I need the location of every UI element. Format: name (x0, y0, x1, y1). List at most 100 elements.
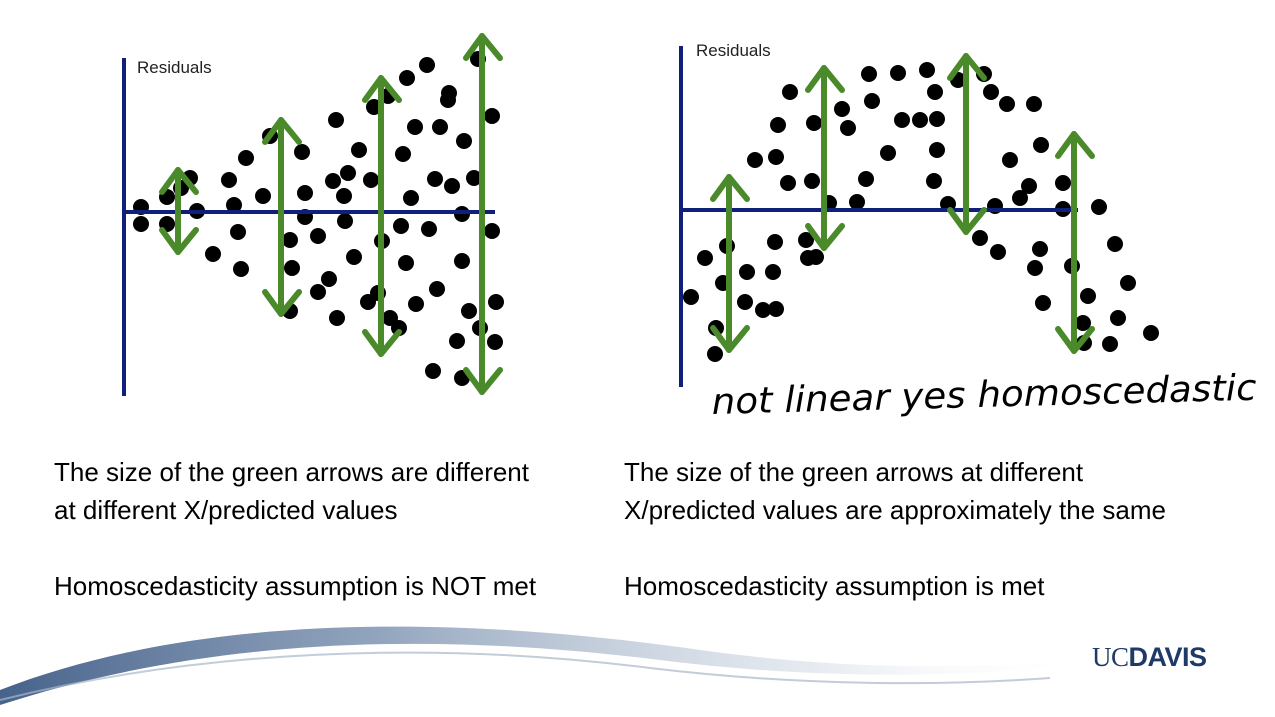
residual-dot (770, 117, 786, 133)
residual-dot (432, 119, 448, 135)
residual-dot (1091, 199, 1107, 215)
residual-dot (782, 84, 798, 100)
residual-dot (310, 228, 326, 244)
residual-dot (768, 149, 784, 165)
residual-dot (466, 170, 482, 186)
residual-dot (456, 133, 472, 149)
residual-dot (808, 249, 824, 265)
residual-dot (425, 363, 441, 379)
residual-dot (755, 302, 771, 318)
residual-dot (798, 232, 814, 248)
residual-dot (1120, 275, 1136, 291)
handwritten-note: not linear yes homoscedastic (711, 368, 1257, 423)
residual-dot (739, 264, 755, 280)
residual-dot (427, 171, 443, 187)
residual-dot (737, 294, 753, 310)
right-arrows (710, 53, 1095, 354)
residual-dot (461, 303, 477, 319)
residual-dot (454, 253, 470, 269)
left-caption-description: The size of the green arrows are differe… (54, 457, 529, 525)
left-arrows (159, 33, 503, 395)
residual-dot (325, 173, 341, 189)
residual-dot (1021, 178, 1037, 194)
green-double-arrow (159, 167, 199, 255)
residual-dot (707, 346, 723, 362)
residual-dot (864, 93, 880, 109)
residual-dot (337, 213, 353, 229)
residual-dot (226, 197, 242, 213)
residual-dot (972, 230, 988, 246)
residual-dot (351, 142, 367, 158)
residual-dot (484, 108, 500, 124)
residual-dot (840, 120, 856, 136)
residual-dot (133, 216, 149, 232)
residual-dot (419, 57, 435, 73)
green-double-arrow (362, 75, 402, 357)
residual-dot (929, 142, 945, 158)
residual-dot (238, 150, 254, 166)
green-double-arrow (463, 33, 503, 395)
residual-dot (683, 289, 699, 305)
residual-dot (444, 178, 460, 194)
residual-dot (408, 296, 424, 312)
residual-dot (205, 246, 221, 262)
residual-dot (1080, 288, 1096, 304)
residual-dot (441, 85, 457, 101)
residual-dot (990, 244, 1006, 260)
logo-davis: DAVIS (1128, 642, 1208, 672)
residual-dot (230, 224, 246, 240)
residual-dot (255, 188, 271, 204)
right-caption-conclusion: Homoscedasticity assumption is met (624, 571, 1045, 601)
left-caption-conclusion: Homoscedasticity assumption is NOT met (54, 571, 537, 601)
residual-dot (834, 101, 850, 117)
residual-dot (806, 115, 822, 131)
residual-dot (1032, 241, 1048, 257)
residual-dot (297, 185, 313, 201)
residual-dot (767, 234, 783, 250)
residual-dot (927, 84, 943, 100)
residual-dot (1107, 236, 1123, 252)
right-ylabel: Residuals (696, 41, 771, 60)
green-double-arrow (805, 65, 845, 251)
residual-dot (393, 218, 409, 234)
residual-dot (329, 310, 345, 326)
green-double-arrow (947, 53, 987, 235)
residual-dot (421, 221, 437, 237)
right-residual-plot: Residuals not linear yes homoscedastic (679, 41, 1257, 423)
green-double-arrow (262, 117, 302, 317)
residual-dot (407, 119, 423, 135)
residual-dot (403, 190, 419, 206)
green-double-arrow (1055, 131, 1095, 354)
residual-dot (488, 294, 504, 310)
residual-dot (310, 284, 326, 300)
residual-dot (919, 62, 935, 78)
residual-dot (487, 334, 503, 350)
residual-dot (328, 112, 344, 128)
residual-dot (765, 264, 781, 280)
residual-dot (861, 66, 877, 82)
residual-dot (894, 112, 910, 128)
left-residual-plot: Residuals (122, 33, 504, 396)
residual-dot (1027, 260, 1043, 276)
residual-dot (1143, 325, 1159, 341)
residual-dot (429, 281, 445, 297)
residual-dot (382, 310, 398, 326)
ucdavis-logo: UCDAVIS (1092, 642, 1207, 673)
residual-dot (912, 112, 928, 128)
residual-dot (926, 173, 942, 189)
left-ylabel: Residuals (137, 58, 212, 77)
residual-dot (284, 260, 300, 276)
residual-dot (849, 194, 865, 210)
residual-dot (294, 144, 310, 160)
residual-dot (1102, 336, 1118, 352)
residual-dot (336, 188, 352, 204)
green-double-arrow (710, 174, 750, 353)
residual-dot (484, 223, 500, 239)
logo-uc: UC (1092, 642, 1129, 672)
residual-dot (768, 301, 784, 317)
residual-dot (983, 84, 999, 100)
residual-dot (780, 175, 796, 191)
residual-dot (1035, 295, 1051, 311)
left-dots (133, 51, 504, 386)
